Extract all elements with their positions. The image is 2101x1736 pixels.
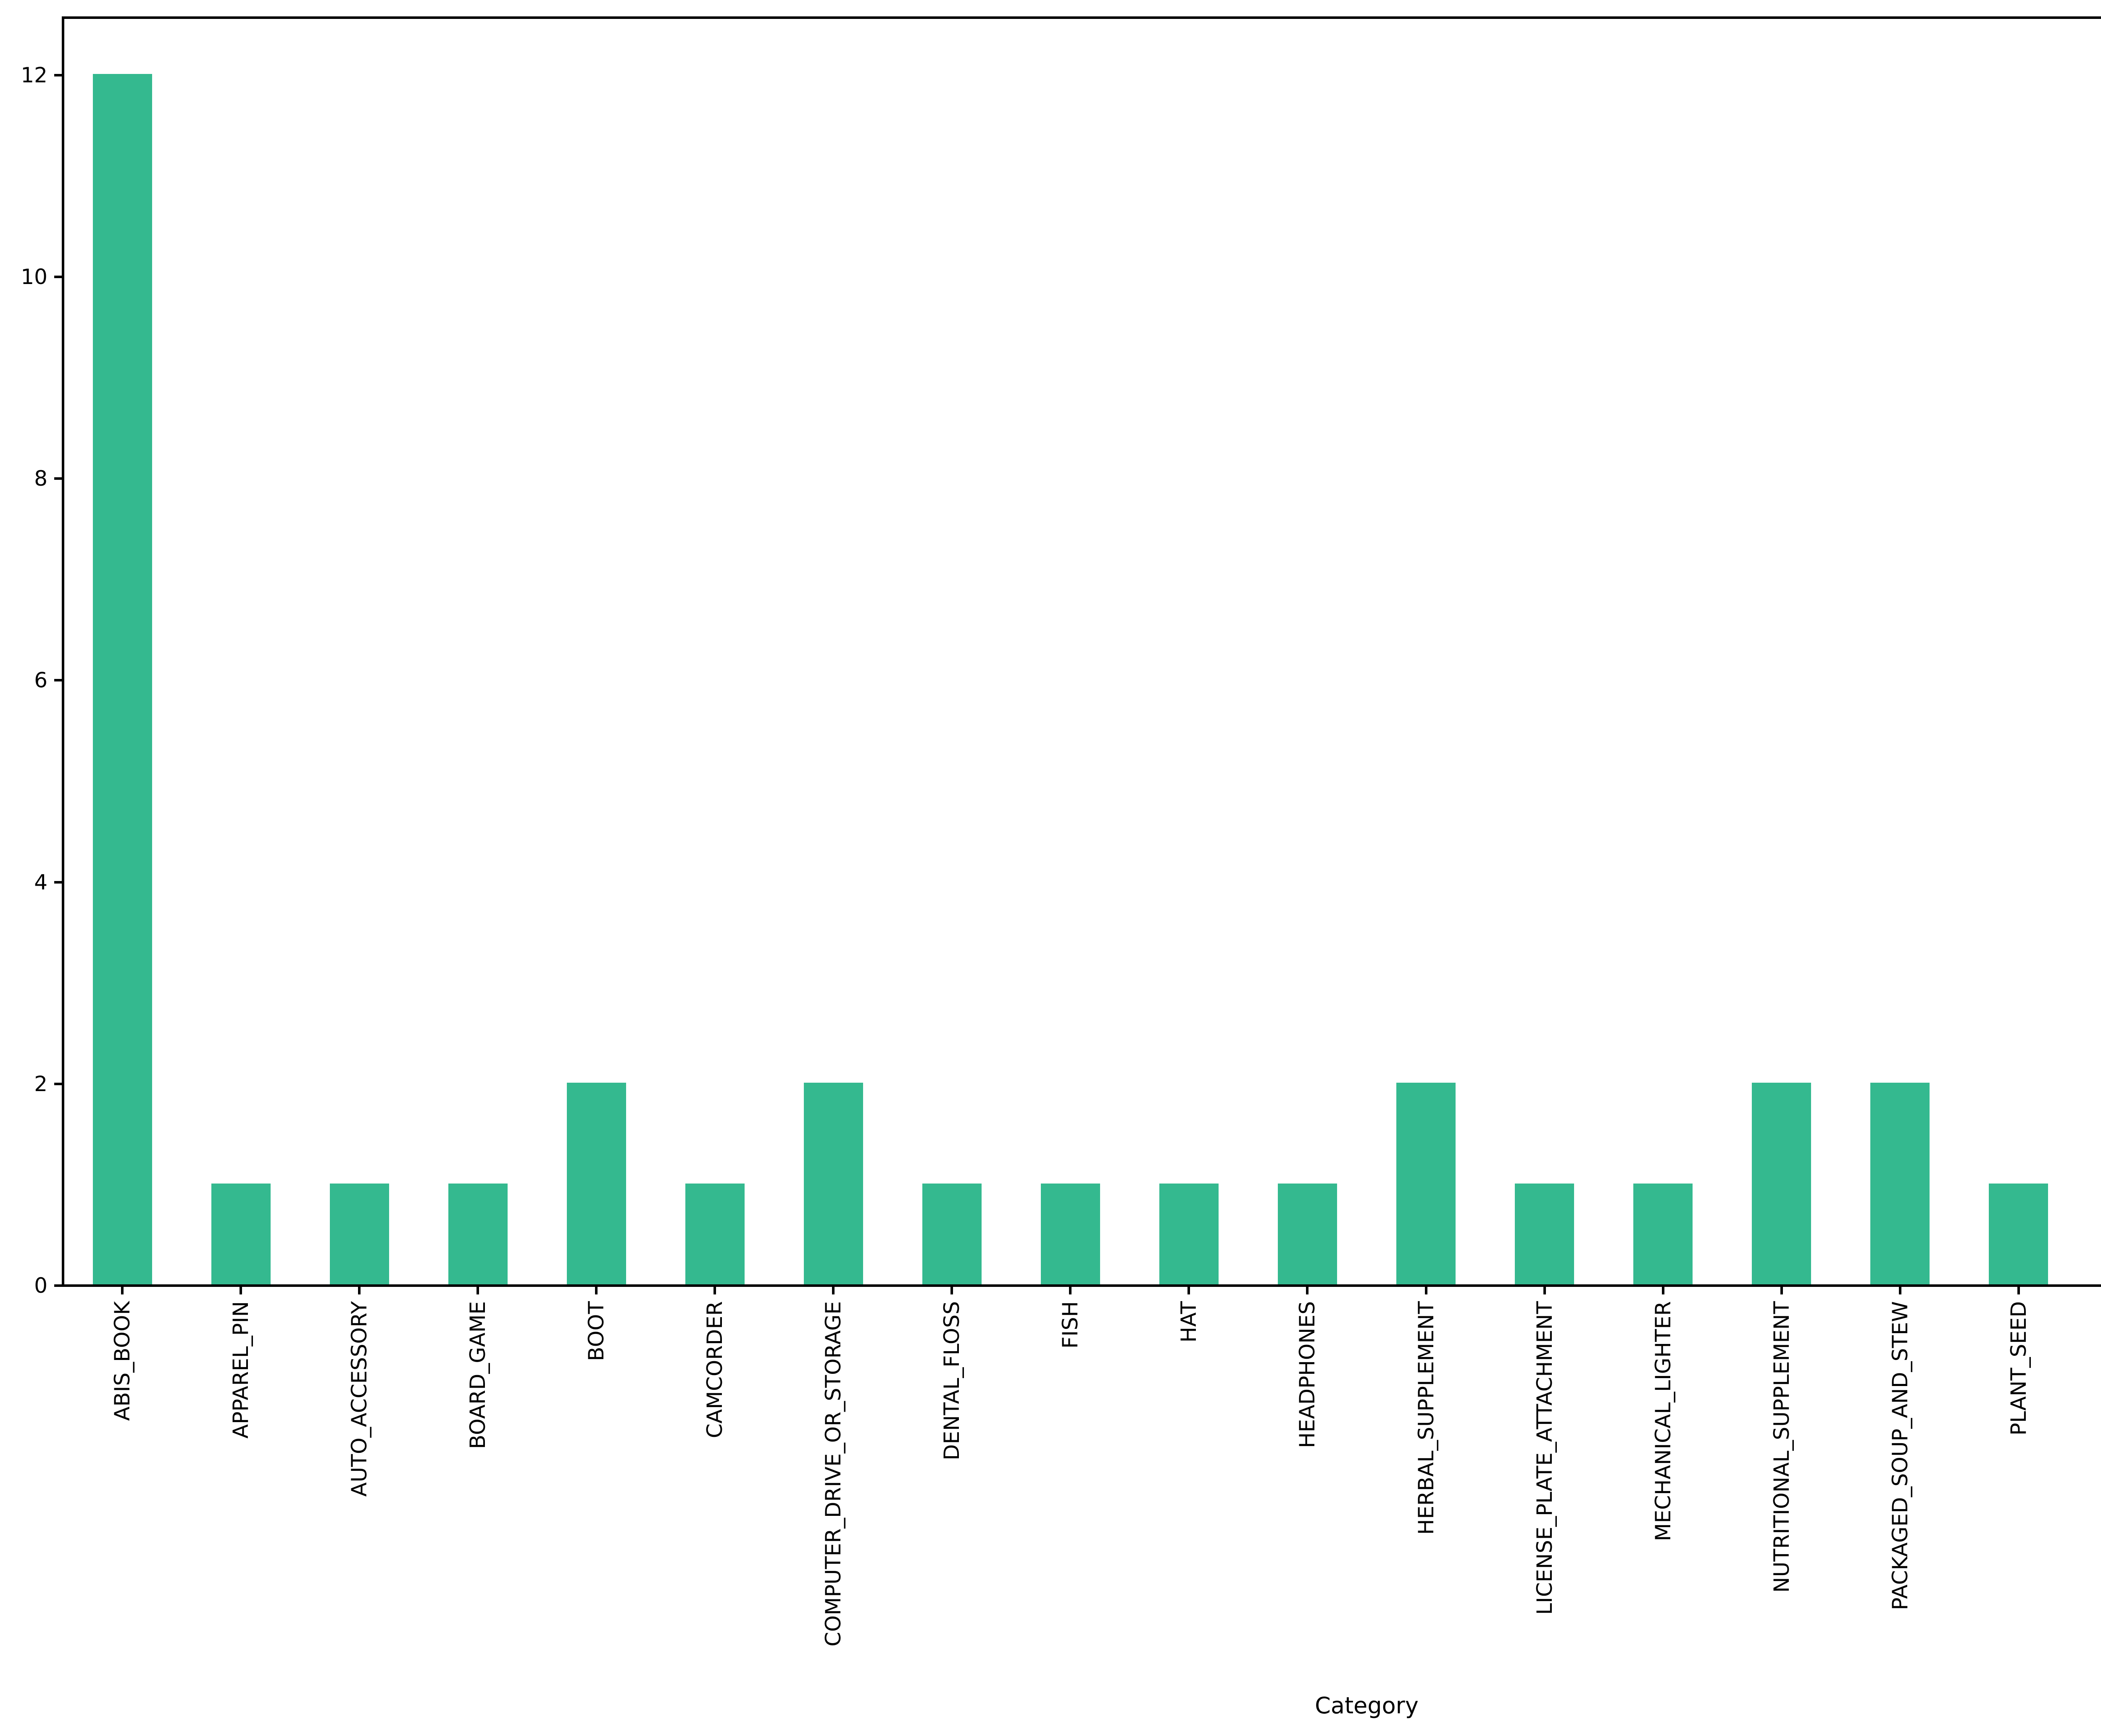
bar xyxy=(566,1082,626,1284)
bar xyxy=(1515,1183,1574,1284)
bar xyxy=(803,1082,863,1284)
y-tick-label: 2 xyxy=(34,1071,47,1096)
y-tick-label: 10 xyxy=(21,265,47,289)
x-tick-mark xyxy=(121,1287,124,1294)
y-tick-mark xyxy=(54,477,62,480)
x-tick-mark xyxy=(477,1287,479,1294)
y-tick-mark xyxy=(54,1284,62,1287)
x-tick-label: ABIS_BOOK xyxy=(110,1301,135,1421)
bar xyxy=(92,74,152,1284)
y-tick-mark xyxy=(54,679,62,682)
x-tick-label: MECHANICAL_LIGHTER xyxy=(1651,1301,1675,1541)
x-tick-mark xyxy=(240,1287,242,1294)
x-tick-mark xyxy=(1306,1287,1309,1294)
x-tick-mark xyxy=(1187,1287,1190,1294)
x-axis-title: Category xyxy=(1315,1692,1419,1719)
x-tick-mark xyxy=(832,1287,835,1294)
x-tick-label: CAMCORDER xyxy=(703,1301,727,1439)
y-tick-mark xyxy=(54,881,62,884)
x-tick-mark xyxy=(2017,1287,2020,1294)
x-tick-label: HERBAL_SUPPLEMENT xyxy=(1414,1301,1438,1535)
bar xyxy=(685,1183,745,1284)
x-tick-mark xyxy=(1069,1287,1072,1294)
bar xyxy=(1159,1183,1219,1284)
x-tick-label: AUTO_ACCESSORY xyxy=(347,1301,372,1497)
x-tick-label: DENTAL_FLOSS xyxy=(940,1301,964,1460)
bar xyxy=(1040,1183,1100,1284)
x-tick-label: BOARD_GAME xyxy=(466,1301,490,1449)
x-tick-label: FISH xyxy=(1058,1301,1083,1349)
y-tick-label: 6 xyxy=(34,668,47,693)
bar xyxy=(329,1183,389,1284)
bar xyxy=(1989,1183,2048,1284)
bar xyxy=(211,1183,271,1284)
x-tick-label: HAT xyxy=(1177,1301,1201,1343)
y-tick-mark xyxy=(54,276,62,279)
x-tick-mark xyxy=(358,1287,361,1294)
x-tick-mark xyxy=(713,1287,716,1294)
y-tick-mark xyxy=(54,74,62,76)
bar xyxy=(1752,1082,1811,1284)
plot-border-left xyxy=(62,16,64,1287)
x-tick-mark xyxy=(1898,1287,1901,1294)
plot-border-bottom xyxy=(62,1284,2101,1287)
bar xyxy=(1396,1082,1456,1284)
y-tick-label: 0 xyxy=(34,1273,47,1298)
y-tick-label: 8 xyxy=(34,466,47,491)
bar xyxy=(448,1183,508,1284)
y-tick-mark xyxy=(54,1082,62,1085)
y-tick-label: 4 xyxy=(34,870,47,894)
x-tick-label: APPAREL_PIN xyxy=(229,1301,253,1439)
x-tick-label: BOOT xyxy=(584,1301,609,1361)
bar xyxy=(1633,1183,1693,1284)
x-tick-mark xyxy=(950,1287,953,1294)
y-tick-label: 12 xyxy=(21,63,47,87)
x-tick-mark xyxy=(1661,1287,1664,1294)
x-tick-label: PLANT_SEED xyxy=(2006,1301,2031,1436)
x-tick-mark xyxy=(1543,1287,1546,1294)
x-tick-mark xyxy=(1424,1287,1427,1294)
plot-border-top xyxy=(62,16,2101,19)
x-tick-label: HEADPHONES xyxy=(1295,1301,1320,1448)
x-tick-label: PACKAGED_SOUP_AND_STEW xyxy=(1888,1301,1912,1610)
bar xyxy=(1277,1183,1337,1284)
bar xyxy=(922,1183,982,1284)
x-tick-mark xyxy=(1780,1287,1783,1294)
x-tick-label: COMPUTER_DRIVE_OR_STORAGE xyxy=(821,1301,846,1647)
x-tick-label: LICENSE_PLATE_ATTACHMENT xyxy=(1532,1301,1557,1615)
x-tick-label: NUTRITIONAL_SUPPLEMENT xyxy=(1769,1301,1794,1593)
bar xyxy=(1870,1082,1930,1284)
x-tick-mark xyxy=(595,1287,598,1294)
